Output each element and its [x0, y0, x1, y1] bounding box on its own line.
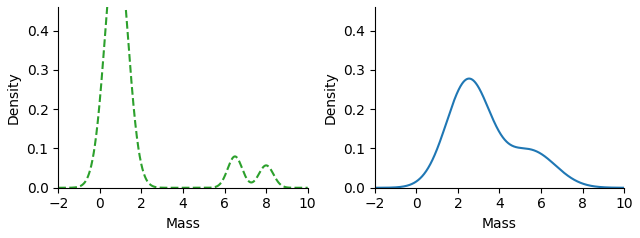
X-axis label: Mass: Mass [482, 217, 517, 231]
Y-axis label: Density: Density [7, 71, 21, 124]
Y-axis label: Density: Density [323, 71, 337, 124]
X-axis label: Mass: Mass [166, 217, 200, 231]
